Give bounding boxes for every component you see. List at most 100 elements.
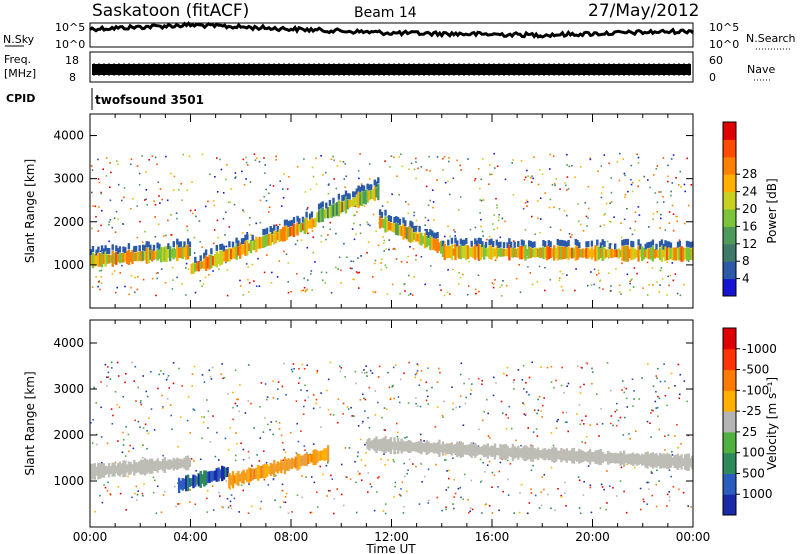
noise-pixel — [451, 386, 453, 388]
noise-pixel — [157, 181, 160, 184]
noise-pixel — [330, 158, 333, 161]
echo-edge-pixel — [337, 193, 341, 200]
noise-pixel — [203, 381, 206, 383]
noise-pixel — [383, 453, 385, 455]
noise-pixel — [538, 169, 541, 171]
echo-pixel — [179, 247, 183, 258]
echo-edge-pixel — [488, 239, 491, 246]
echo-edge-pixel — [115, 245, 118, 252]
noise-pixel — [193, 236, 196, 239]
noise-pixel — [668, 222, 671, 224]
noise-pixel — [207, 427, 209, 429]
noise-pixel — [315, 402, 317, 405]
noise-pixel — [486, 238, 488, 241]
noise-pixel — [232, 418, 234, 421]
noise-pixel — [530, 488, 532, 490]
echo-pixel — [617, 453, 620, 464]
noise-pixel — [189, 209, 192, 212]
echo-pixel — [422, 443, 425, 452]
noise-pixel — [201, 153, 204, 156]
echo-edge-pixel — [691, 241, 694, 248]
echo-pixel — [581, 450, 585, 462]
noise-pixel — [441, 414, 444, 417]
echo-edge-pixel — [142, 244, 145, 251]
echo-pixel — [151, 458, 154, 474]
echo-edge-pixel — [127, 243, 131, 250]
noise-pixel — [445, 458, 447, 461]
echo-pixel — [375, 436, 378, 454]
noise-pixel — [226, 497, 229, 500]
echo-pixel — [529, 445, 533, 462]
noise-pixel — [227, 506, 230, 509]
noise-pixel — [407, 402, 410, 404]
echo-pixel — [621, 453, 624, 465]
noise-pixel — [359, 438, 362, 441]
noise-pixel — [97, 178, 100, 180]
colorbar-swatch — [723, 411, 736, 433]
noise-pixel — [281, 489, 284, 492]
echo-pixel — [553, 446, 556, 463]
noise-pixel — [100, 224, 102, 227]
noise-pixel — [591, 367, 593, 370]
echo-edge-pixel — [429, 229, 432, 236]
echo-pixel — [653, 453, 656, 468]
noise-pixel — [660, 267, 663, 269]
noise-pixel — [145, 390, 148, 393]
noise-pixel — [425, 381, 428, 384]
y-tick-label: 2000 — [53, 215, 84, 229]
echo-pixel — [459, 245, 463, 260]
noise-pixel — [543, 488, 545, 491]
echo-edge-pixel — [102, 248, 105, 255]
noise-pixel — [113, 217, 116, 219]
echo-pixel — [649, 453, 653, 468]
echo-edge-pixel — [378, 209, 382, 216]
noise-pixel — [520, 160, 523, 162]
noise-pixel — [268, 192, 270, 195]
noise-pixel — [508, 405, 511, 408]
noise-pixel — [499, 461, 502, 464]
noise-pixel — [102, 168, 104, 170]
echo-pixel — [296, 453, 299, 471]
echo-pixel — [483, 244, 486, 260]
echo-edge-pixel — [143, 245, 147, 252]
noise-pixel — [100, 406, 102, 409]
echo-edge-pixel — [520, 239, 524, 246]
echo-pixel — [414, 232, 418, 242]
noise-pixel — [676, 215, 678, 218]
echo-edge-pixel — [414, 225, 418, 232]
noise-pixel — [513, 379, 515, 381]
noise-pixel — [248, 291, 250, 293]
noise-pixel — [408, 361, 410, 364]
echo-pixel — [676, 248, 680, 260]
noise-pixel — [550, 507, 552, 510]
noise-pixel — [530, 444, 533, 447]
noise-pixel — [246, 164, 249, 166]
echo-edge-pixel — [366, 183, 369, 190]
echo-pixel — [325, 209, 328, 218]
noise-pixel — [587, 217, 589, 219]
noise-pixel — [195, 215, 197, 218]
noise-pixel — [342, 161, 345, 163]
noise-pixel — [557, 488, 559, 490]
echo-pixel — [185, 455, 188, 471]
echo-pixel — [606, 249, 610, 258]
noise-pixel — [114, 391, 117, 393]
date-title: 27/May/2012 — [588, 1, 700, 21]
noise-pixel — [342, 402, 345, 405]
noise-pixel — [292, 363, 295, 365]
noise-pixel — [546, 366, 549, 369]
echo-pixel — [527, 246, 531, 259]
noise-pixel — [343, 242, 345, 245]
noise-pixel — [541, 476, 544, 478]
noise-pixel — [156, 163, 158, 166]
echo-edge-pixel — [434, 232, 437, 239]
echo-pixel — [204, 470, 208, 486]
noise-pixel — [626, 273, 629, 276]
echo-edge-pixel — [265, 228, 269, 235]
noise-pixel — [329, 221, 332, 224]
noise-pixel — [599, 507, 602, 509]
noise-pixel — [684, 190, 686, 193]
noise-pixel — [674, 385, 676, 387]
noise-pixel — [599, 279, 602, 281]
noise-pixel — [212, 270, 214, 272]
